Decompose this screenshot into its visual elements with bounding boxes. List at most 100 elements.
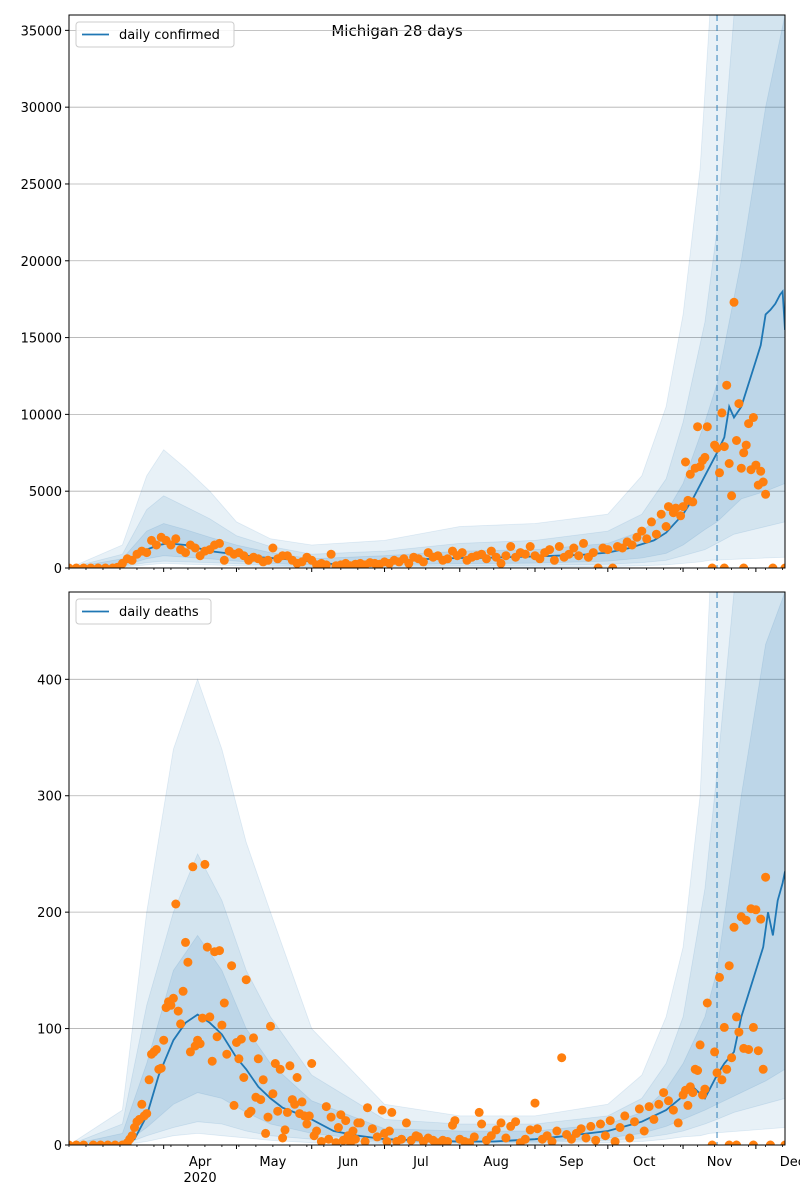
figure-title: Michigan 28 days [331,22,462,40]
scatter-point [268,543,278,553]
scatter-point [668,1105,678,1115]
scatter-point [110,1140,120,1145]
scatter-point [227,961,237,971]
scatter-point [321,1102,331,1112]
scatter-point [732,1012,741,1022]
scatter-point [520,1134,530,1144]
scatter-point [702,998,712,1008]
scatter-point [326,549,336,559]
scatter-point [780,563,785,568]
scatter-point [673,1118,683,1128]
scatter-point [215,946,224,956]
scatter-point [307,1059,317,1068]
legend: daily confirmed [75,21,235,48]
scatter-point [253,1054,263,1064]
scatter-point [710,1047,720,1057]
scatter-point [166,1000,176,1010]
scatter-point [591,1135,601,1145]
scatter-point [382,1137,392,1145]
scatter-point [397,1134,406,1144]
scatter-point [285,1061,295,1071]
scatter-point [219,998,229,1008]
scatter-point [261,1128,271,1138]
y-tick-label: 10000 [21,408,62,423]
scatter-point [79,1140,89,1145]
scatter-point [751,460,761,470]
scatter-point [418,557,428,567]
scatter-point [688,497,698,507]
scatter-point [304,1111,314,1121]
scatter-point [729,922,739,932]
scatter-point [712,443,722,453]
scatter-point [756,466,766,476]
scatter-point [212,1032,222,1042]
x-tick-label: Aug [483,1155,508,1170]
scatter-point [729,297,739,307]
scatter-point [341,1116,351,1126]
scatter-point [659,1088,669,1098]
scatter-point [71,1140,81,1145]
scatter-point [727,491,737,501]
confirmed-chart-panel: 0 5000 10000 15000 20000 25000 30000 35000 daily… [21,14,786,577]
scatter-point [292,1073,302,1082]
scatter-point [236,1034,246,1044]
scatter-point [190,543,200,553]
scatter-point [205,1012,215,1022]
scatter-point [780,1140,785,1145]
scatter-point [511,1117,521,1127]
scatter-point [576,1124,586,1134]
scatter-point [637,526,647,536]
scatter-point [372,1132,382,1142]
scatter-point [520,549,530,559]
scatter-point [632,532,642,542]
scatter-point [336,1110,346,1120]
y-tick-label: 200 [37,906,62,921]
scatter-point [610,1137,620,1145]
axes-frame [68,14,786,569]
scatter-point [741,440,751,450]
y-tick-label: 20000 [21,255,62,270]
y-tick-label: 0 [54,1139,62,1154]
scatter-point [207,1056,217,1066]
scatter-point [312,1126,322,1136]
scatter-point [219,555,229,565]
scatter-point [450,1116,460,1126]
scatter-point [574,551,584,561]
scatter-point [535,554,545,564]
scatter-point [554,542,564,551]
scatter-point [712,1068,722,1078]
scatter-point [363,1103,372,1113]
x-tick-label: 2020 [184,1171,217,1186]
scatter-point [469,1132,479,1142]
scatter-point [137,1099,147,1109]
scatter-point [166,540,176,550]
scatter-point [717,1075,727,1085]
scatter-point [688,1088,698,1098]
scatter-point [501,1133,511,1143]
scatter-point [715,972,724,982]
scatter-point [700,1084,710,1094]
scatter-point [736,463,746,473]
scatter-point [634,1104,644,1114]
scatter-point [100,563,110,568]
y-tick-label: 5000 [29,485,62,500]
scatter-point [258,1075,268,1085]
legend-label: daily deaths [119,605,199,620]
scatter-point [401,1118,411,1128]
legend-box [75,21,235,48]
scatter-point [127,1131,137,1141]
scatter-point [171,899,181,909]
scatter-point [732,436,741,445]
scatter-point [387,1107,397,1117]
scatter-point [181,937,190,947]
scatter-point [263,1112,273,1122]
scatter-point [96,1140,106,1145]
scatter-point [266,1021,275,1031]
scatter-point [360,1137,370,1145]
scatter-point [600,1131,610,1141]
axes-frame [68,591,786,1146]
scatter-point [734,399,744,409]
scatter-point [350,1134,360,1144]
uncertainty-band-outer [69,592,785,1145]
